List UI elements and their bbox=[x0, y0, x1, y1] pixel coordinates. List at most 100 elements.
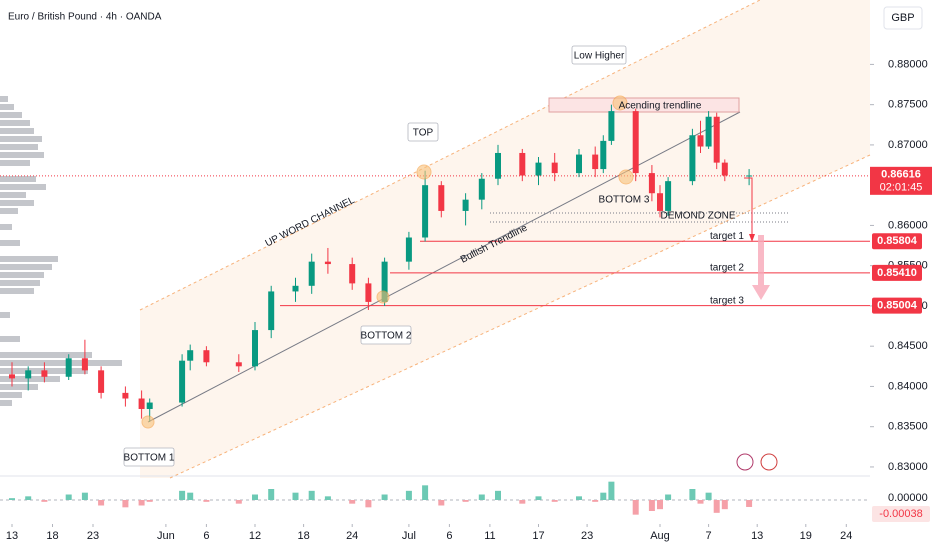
candle-body bbox=[146, 402, 153, 409]
candle-body bbox=[519, 152, 526, 176]
y-tick-label: 0.87000 bbox=[888, 139, 928, 151]
indicator-bar bbox=[608, 481, 615, 500]
label-box bbox=[571, 45, 627, 65]
annotation: BOTTOM 1 bbox=[124, 453, 175, 464]
indicator-bar bbox=[746, 500, 753, 507]
label-box bbox=[123, 447, 175, 467]
x-tick-label: 18 bbox=[46, 530, 58, 542]
indicator-bar bbox=[478, 494, 485, 500]
indicator-bar bbox=[576, 496, 582, 500]
last-price-label: 0.86616 bbox=[881, 169, 921, 181]
indicator-bar bbox=[349, 500, 356, 504]
x-tick-label: 24 bbox=[840, 530, 852, 542]
candle-body bbox=[478, 178, 485, 200]
indicator-bar bbox=[308, 490, 315, 500]
x-tick-label: 6 bbox=[203, 530, 209, 542]
bullish-trendline bbox=[147, 111, 741, 423]
x-tick-label: 19 bbox=[800, 530, 812, 542]
indicator-bar bbox=[365, 500, 372, 508]
indicator-tag-label: -0.00038 bbox=[879, 508, 922, 520]
indicator-bar bbox=[9, 498, 15, 500]
candle-body bbox=[438, 185, 445, 211]
indicator-bar bbox=[535, 496, 542, 500]
indicator-bar bbox=[632, 500, 639, 515]
candle-body bbox=[122, 392, 129, 399]
candle-body bbox=[705, 116, 712, 147]
price-tag bbox=[872, 297, 922, 314]
price-tag bbox=[872, 233, 922, 250]
x-tick-label: 24 bbox=[346, 530, 358, 542]
candle-body bbox=[535, 162, 542, 176]
price-tag bbox=[872, 264, 922, 281]
indicator-bar bbox=[268, 489, 275, 500]
candle-body bbox=[495, 152, 501, 179]
candle-body bbox=[632, 111, 639, 174]
candle-body bbox=[308, 261, 315, 286]
indicator-bar bbox=[203, 500, 210, 502]
candle-body bbox=[713, 116, 720, 163]
x-tick-label: 23 bbox=[87, 530, 99, 542]
x-tick-label: 12 bbox=[249, 530, 261, 542]
red-arrow-head bbox=[749, 234, 755, 242]
candle-body bbox=[422, 185, 429, 238]
indicator-bar bbox=[252, 494, 258, 500]
candle-body bbox=[721, 162, 728, 176]
ascending-box bbox=[548, 97, 740, 113]
indicator-bar bbox=[146, 500, 153, 502]
candle-body bbox=[551, 162, 558, 174]
candle-body bbox=[608, 111, 615, 141]
event-icon[interactable] bbox=[736, 453, 754, 471]
indicator-bar bbox=[600, 492, 607, 500]
candle-body bbox=[41, 370, 48, 377]
countdown: 02:01:45 bbox=[880, 182, 923, 194]
currency-box[interactable] bbox=[883, 6, 923, 30]
candle-body bbox=[252, 330, 258, 367]
candle-body bbox=[689, 135, 696, 182]
x-tick-label: 18 bbox=[297, 530, 309, 542]
indicator-bar bbox=[65, 494, 72, 500]
annotation: BOTTOM 2 bbox=[361, 331, 412, 342]
volume-profile bbox=[0, 96, 122, 406]
x-tick-label: 13 bbox=[751, 530, 763, 542]
annotation: Acending trendline bbox=[619, 101, 702, 112]
chart-title: Euro / British Pound · 4h · OANDA bbox=[8, 12, 162, 23]
candle-body bbox=[600, 140, 607, 170]
indicator-bar bbox=[122, 500, 129, 508]
event-icon[interactable] bbox=[760, 453, 778, 471]
indicator-bar bbox=[592, 500, 599, 502]
x-tick-label: Jun bbox=[157, 530, 175, 542]
x-tick-label: 13 bbox=[6, 530, 18, 542]
last-price-tag bbox=[870, 166, 932, 195]
currency: GBP bbox=[891, 12, 914, 24]
indicator-tag bbox=[872, 505, 930, 522]
candle-body bbox=[65, 358, 72, 377]
indicator-tick-label: 0.00000 bbox=[888, 492, 928, 504]
indicator-bar bbox=[665, 494, 672, 500]
indicator-bar bbox=[138, 500, 145, 506]
x-tick-label: 6 bbox=[446, 530, 452, 542]
indicator-bar bbox=[438, 500, 445, 506]
candle-body bbox=[592, 154, 599, 170]
candle-body bbox=[203, 350, 210, 363]
y-tick-label: 0.84000 bbox=[888, 380, 928, 392]
candle-body bbox=[697, 135, 704, 147]
indicator-bar bbox=[381, 494, 388, 500]
y-tick-label: 0.84500 bbox=[888, 340, 928, 352]
indicator-bar bbox=[324, 496, 331, 500]
channel-lower bbox=[169, 154, 871, 479]
annotation: DEMOND ZONE bbox=[661, 211, 736, 222]
pink-arrow bbox=[752, 235, 770, 300]
label-box bbox=[407, 122, 439, 142]
indicator-bar bbox=[705, 492, 712, 500]
candle-body bbox=[381, 261, 388, 302]
label-box bbox=[360, 325, 412, 345]
annotation: Low Higher bbox=[574, 51, 625, 62]
candle-body bbox=[292, 285, 299, 292]
candle-body bbox=[9, 374, 15, 379]
indicator-bar bbox=[41, 500, 48, 502]
indicator-bar bbox=[697, 500, 704, 504]
indicator-bar bbox=[422, 485, 429, 500]
candle-body bbox=[268, 291, 275, 331]
price-tag-label: 0.85004 bbox=[877, 300, 918, 312]
